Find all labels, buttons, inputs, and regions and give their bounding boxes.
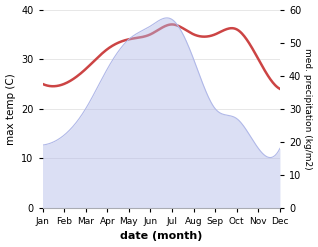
X-axis label: date (month): date (month) (120, 231, 203, 242)
Y-axis label: max temp (C): max temp (C) (5, 73, 16, 144)
Y-axis label: med. precipitation (kg/m2): med. precipitation (kg/m2) (303, 48, 313, 169)
